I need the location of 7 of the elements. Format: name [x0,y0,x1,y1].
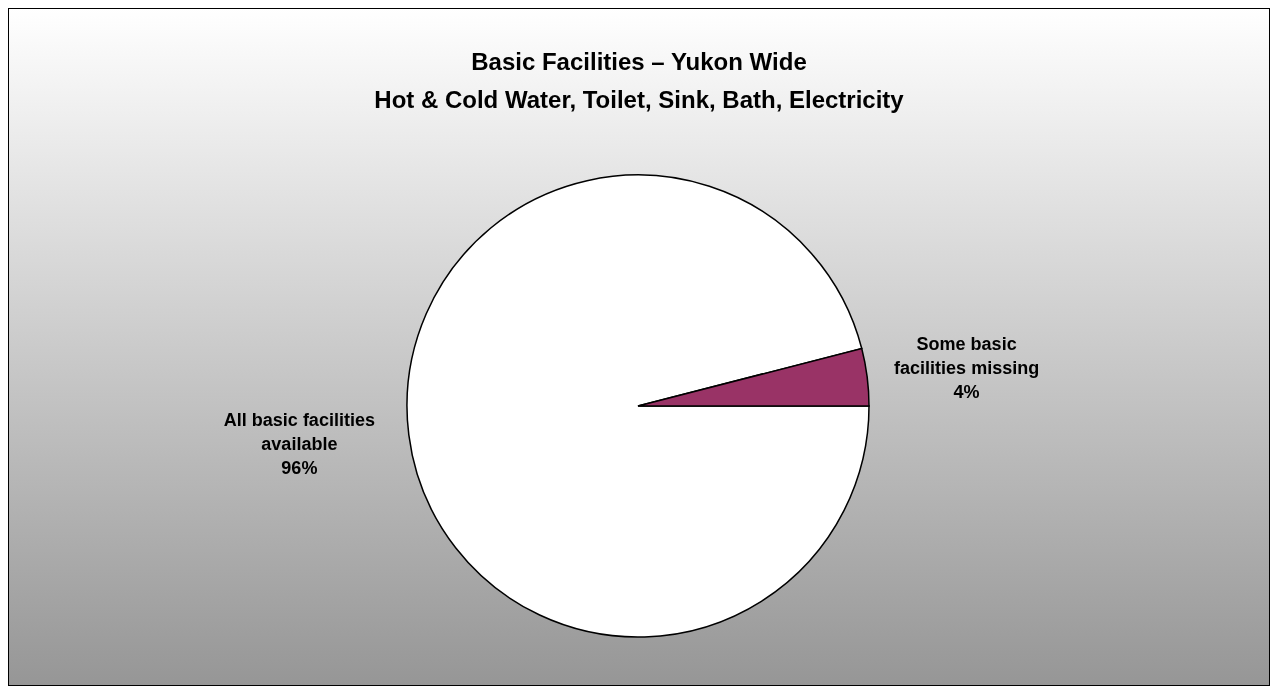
chart-title: Basic Facilities – Yukon Wide [471,48,807,75]
slice-label: Some basic facilities missing [894,334,1040,379]
data-label: 96% [281,457,318,478]
data-label: 4% [953,382,980,403]
pie-slice [406,174,870,638]
slice-label: All basic facilities available [223,409,375,454]
chart-subtitle: Hot & Cold Water, Toilet, Sink, Bath, Electricity [374,86,905,113]
